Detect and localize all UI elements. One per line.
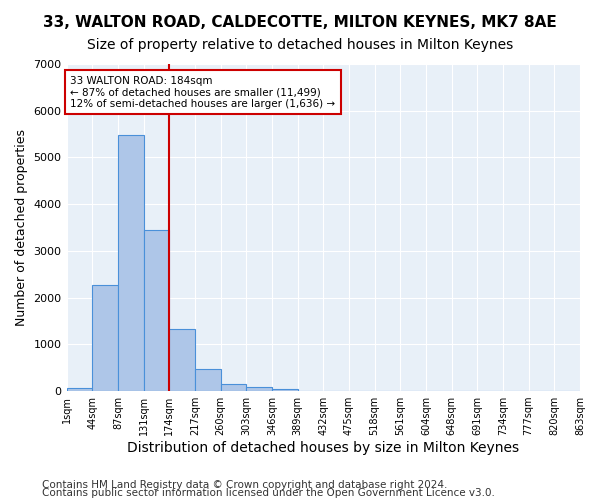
- Text: Size of property relative to detached houses in Milton Keynes: Size of property relative to detached ho…: [87, 38, 513, 52]
- Bar: [169, 330, 195, 391]
- X-axis label: Distribution of detached houses by size in Milton Keynes: Distribution of detached houses by size …: [127, 441, 520, 455]
- Bar: [246, 387, 272, 391]
- Text: 33 WALTON ROAD: 184sqm
← 87% of detached houses are smaller (11,499)
12% of semi: 33 WALTON ROAD: 184sqm ← 87% of detached…: [70, 76, 335, 109]
- Bar: [195, 369, 221, 391]
- Y-axis label: Number of detached properties: Number of detached properties: [15, 129, 28, 326]
- Bar: [118, 135, 143, 391]
- Bar: [272, 388, 298, 391]
- Bar: [221, 384, 246, 391]
- Bar: [92, 284, 118, 391]
- Text: Contains public sector information licensed under the Open Government Licence v3: Contains public sector information licen…: [42, 488, 495, 498]
- Text: Contains HM Land Registry data © Crown copyright and database right 2024.: Contains HM Land Registry data © Crown c…: [42, 480, 448, 490]
- Text: 33, WALTON ROAD, CALDECOTTE, MILTON KEYNES, MK7 8AE: 33, WALTON ROAD, CALDECOTTE, MILTON KEYN…: [43, 15, 557, 30]
- Bar: [143, 230, 169, 391]
- Bar: [67, 388, 92, 391]
